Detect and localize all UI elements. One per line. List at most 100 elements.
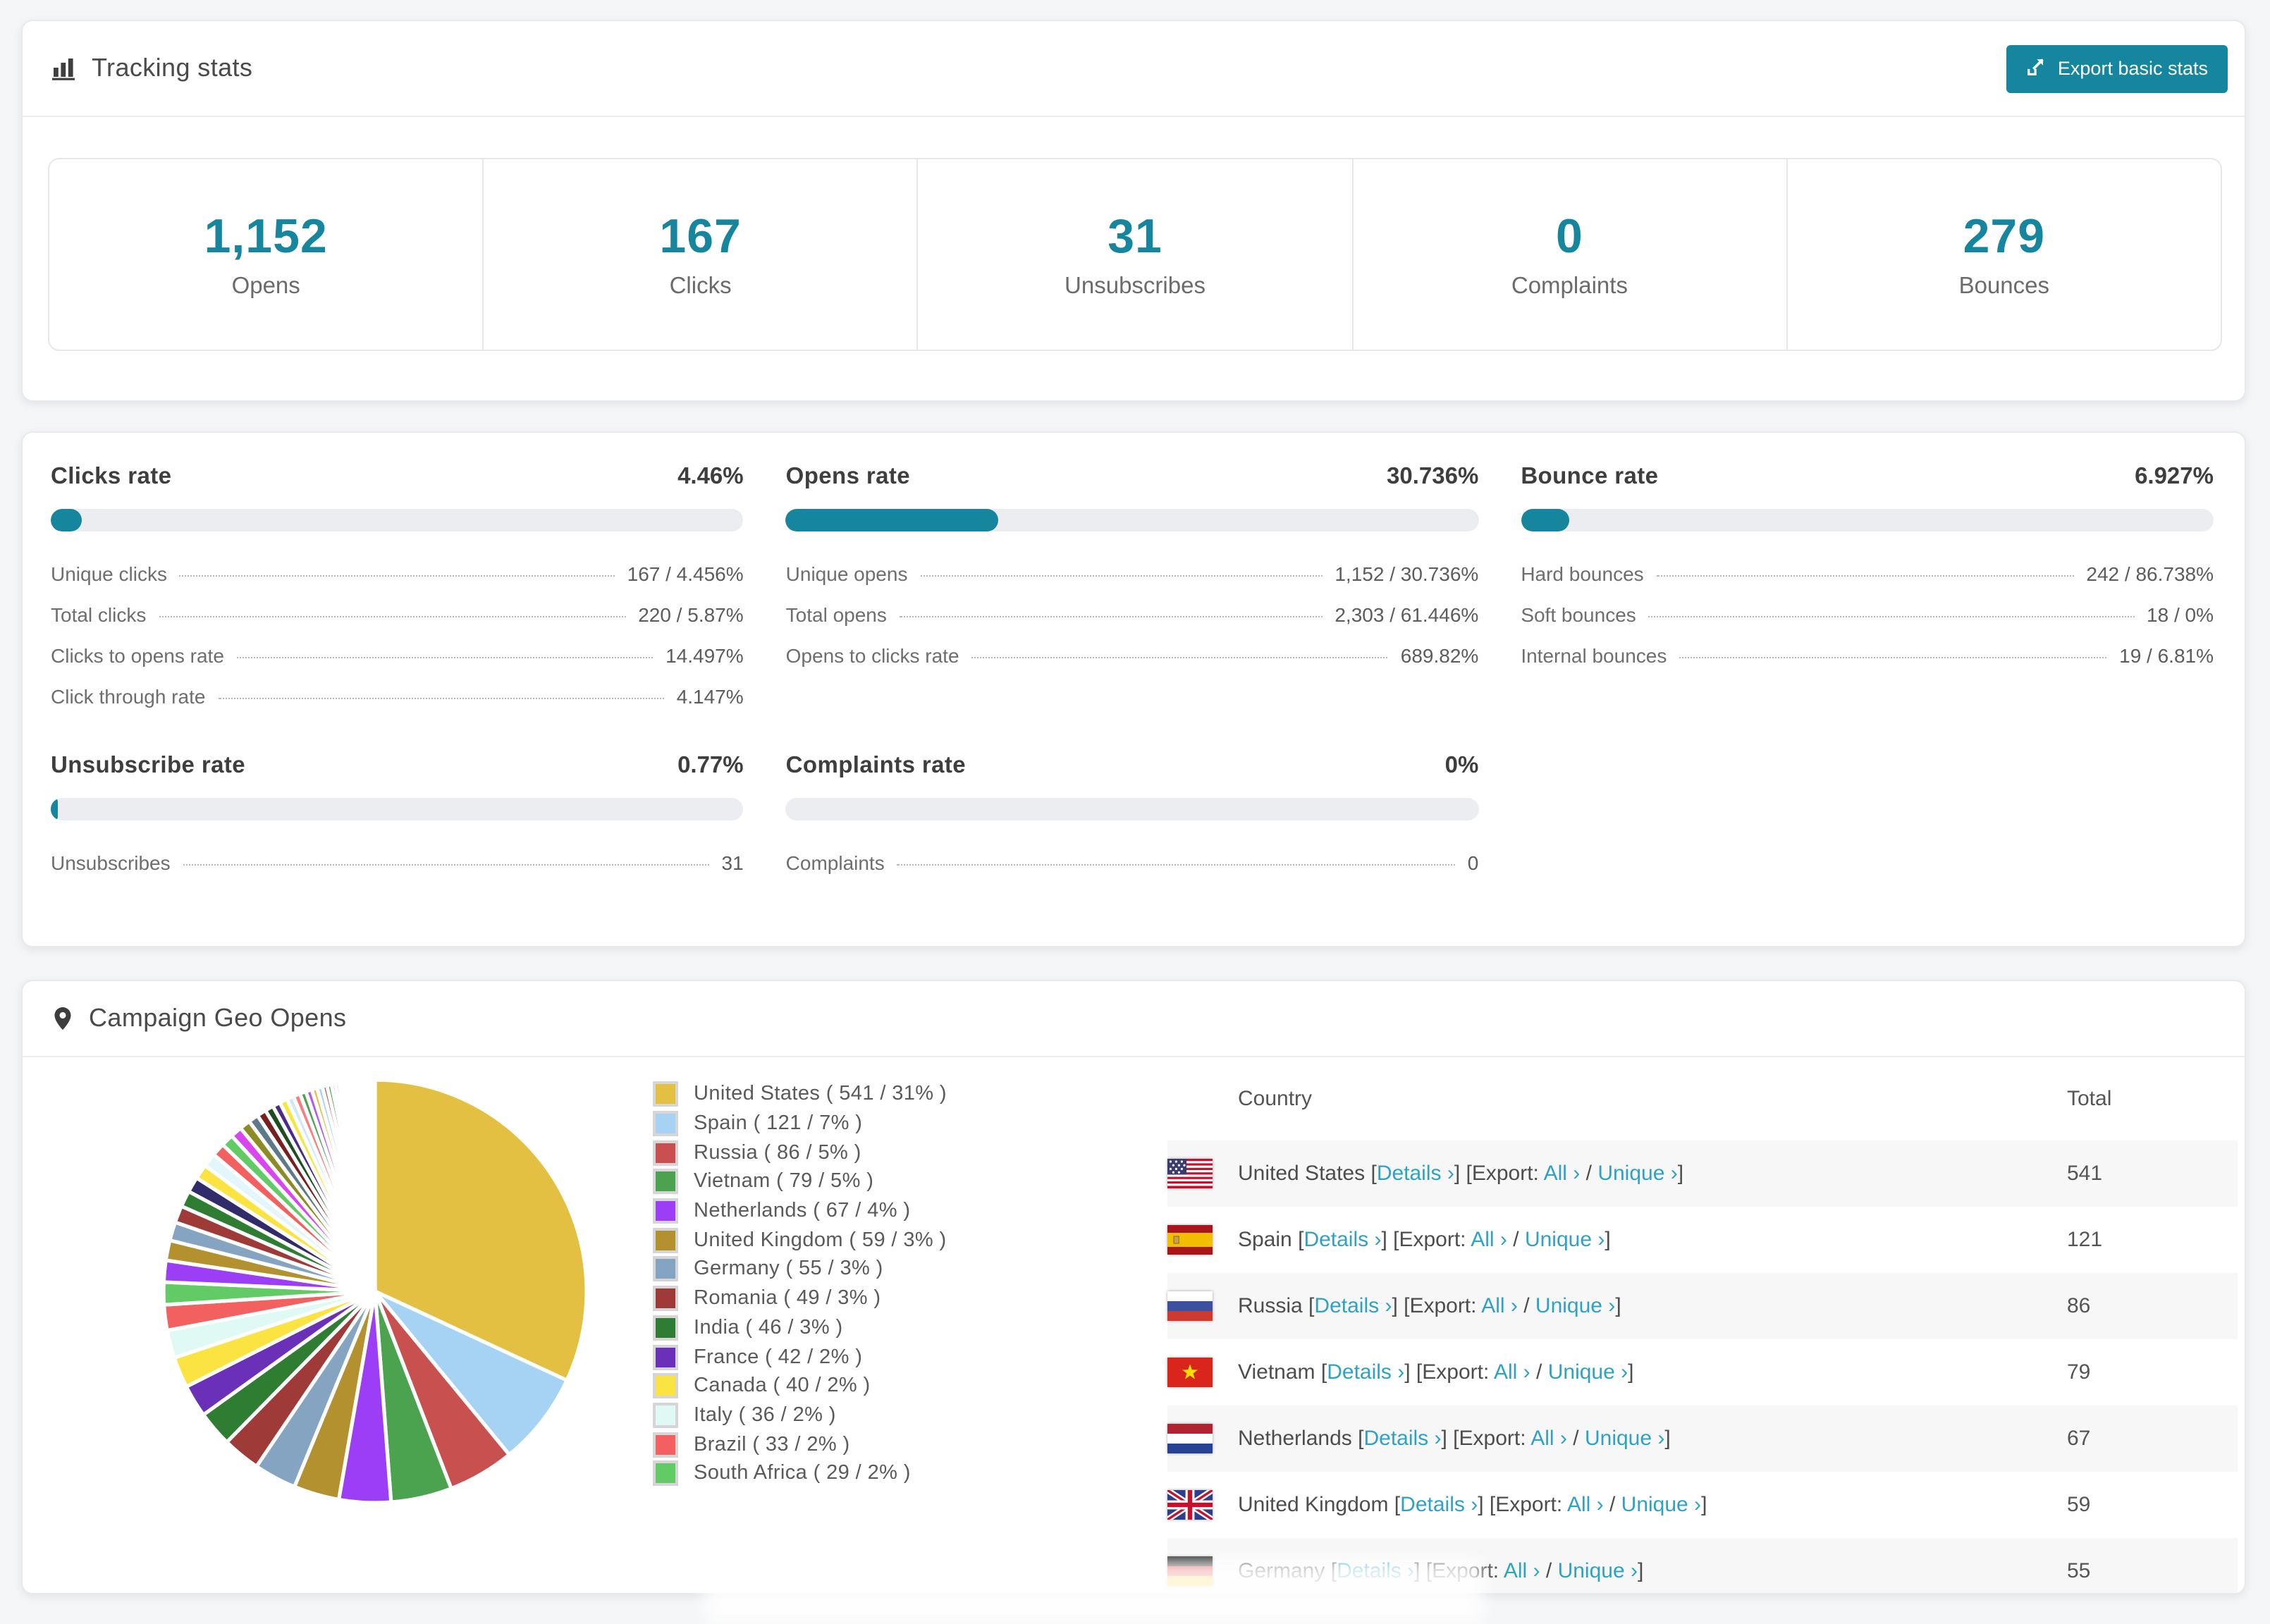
legend-label: Brazil ( 33 / 2% )	[694, 1433, 850, 1456]
details-link[interactable]: Details ›	[1303, 1228, 1382, 1252]
progress-bar	[785, 798, 1479, 820]
legend-label: Russia ( 86 / 5% )	[694, 1141, 861, 1164]
stat-row: Complaints 0	[786, 842, 1479, 882]
legend-label: United States ( 541 / 31% )	[694, 1083, 947, 1106]
export-unique-link[interactable]: Unique ›	[1535, 1294, 1616, 1318]
ru-flag-icon	[1167, 1291, 1213, 1321]
tracking-stats-header: Tracking stats Export basic stats	[23, 21, 2245, 117]
stat-row-value: 689.82%	[1400, 644, 1479, 666]
dotted-leader	[1656, 574, 2074, 576]
legend-label: Romania ( 49 / 3% )	[694, 1287, 881, 1310]
export-all-link[interactable]: All ›	[1530, 1427, 1567, 1451]
legend-swatch	[653, 1460, 678, 1487]
details-link[interactable]: Details ›	[1314, 1294, 1392, 1318]
table-row: Vietnam [Details ›] [Export: All › / Uni…	[1167, 1339, 2238, 1405]
legend-item: Romania ( 49 / 3% )	[653, 1284, 947, 1313]
legend-label: France ( 42 / 2% )	[694, 1346, 863, 1369]
pie-slice[interactable]	[373, 1289, 570, 1458]
rate-block: Unsubscribe rate 0.77% Unsubscribes 31	[51, 753, 744, 882]
details-link[interactable]: Details ›	[1376, 1162, 1454, 1186]
legend-item: India ( 46 / 3% )	[653, 1313, 947, 1342]
legend-swatch	[653, 1256, 678, 1282]
export-unique-link[interactable]: Unique ›	[1597, 1162, 1678, 1186]
stat-row-value: 31	[721, 851, 744, 873]
country-cell: Vietnam [Details ›] [Export: All › / Uni…	[1238, 1360, 1634, 1384]
tracking-stats-title: Tracking stats	[51, 54, 252, 83]
campaign-geo-opens-title: Campaign Geo Opens	[51, 1004, 346, 1033]
export-basic-stats-button[interactable]: Export basic stats	[2006, 44, 2228, 92]
legend-item: United Kingdom ( 59 / 3% )	[653, 1226, 947, 1255]
total-column-header: Total	[2067, 1086, 2112, 1110]
details-link[interactable]: Details ›	[1363, 1427, 1442, 1451]
export-unique-link[interactable]: Unique ›	[1621, 1493, 1702, 1517]
table-row: United Kingdom [Details ›] [Export: All …	[1167, 1472, 2238, 1538]
stat-value: 31	[1108, 209, 1162, 263]
stat-row: Unique clicks 167 / 4.456%	[51, 553, 744, 593]
rate-block: Clicks rate 4.46% Unique clicks 167 / 4.456…	[51, 464, 744, 716]
legend-swatch	[653, 1140, 678, 1166]
progress-bar-fill	[1521, 509, 1569, 531]
pie-legend: United States ( 541 / 31% ) Spain ( 121 /…	[653, 1080, 947, 1488]
export-all-link[interactable]: All ›	[1503, 1559, 1540, 1583]
export-unique-link[interactable]: Unique ›	[1584, 1427, 1665, 1451]
legend-swatch	[653, 1344, 678, 1370]
export-unique-link[interactable]: Unique ›	[1524, 1228, 1605, 1252]
campaign-geo-opens-title-text: Campaign Geo Opens	[89, 1004, 347, 1032]
export-all-link[interactable]: All ›	[1543, 1162, 1581, 1186]
stat-row: Opens to clicks rate 689.82%	[786, 634, 1479, 675]
rates-card: Clicks rate 4.46% Unique clicks 167 / 4.456…	[21, 431, 2246, 947]
stat-value: 1,152	[204, 209, 328, 263]
stat-row-label: Total clicks	[51, 603, 147, 625]
rate-value: 0.77%	[677, 753, 744, 778]
stat-label: Opens	[231, 273, 300, 298]
stat-value: 279	[1963, 209, 2046, 263]
dotted-leader	[1648, 615, 2135, 617]
pie-slice[interactable]	[373, 1078, 589, 1383]
total-cell: 541	[2067, 1162, 2103, 1186]
progress-bar-fill	[785, 509, 999, 531]
stat-value: 0	[1556, 209, 1583, 263]
rate-title: Unsubscribe rate	[51, 753, 245, 778]
dotted-leader	[1679, 656, 2107, 658]
total-cell: 59	[2067, 1493, 2091, 1517]
details-link[interactable]: Details ›	[1400, 1493, 1478, 1517]
stat-box: 167 Clicks	[484, 159, 919, 350]
geo-opens-pie-chart	[158, 1074, 592, 1508]
stat-row-label: Soft bounces	[1521, 603, 1636, 625]
export-all-link[interactable]: All ›	[1566, 1493, 1604, 1517]
stat-row: Internal bounces 19 / 6.81%	[1521, 634, 2214, 675]
stat-row-value: 19 / 6.81%	[2119, 644, 2214, 666]
stat-row-label: Unique opens	[785, 562, 908, 584]
legend-swatch	[653, 1402, 678, 1428]
total-cell: 79	[2067, 1360, 2091, 1384]
stat-row: Click through rate 4.147%	[51, 675, 744, 716]
table-row: Russia [Details ›] [Export: All › / Uniq…	[1167, 1273, 2238, 1339]
export-all-link[interactable]: All ›	[1494, 1360, 1530, 1384]
legend-swatch	[653, 1169, 678, 1195]
country-cell: Russia [Details ›] [Export: All › / Uniq…	[1238, 1294, 1621, 1318]
legend-item: Italy ( 36 / 2% )	[653, 1401, 947, 1429]
export-all-link[interactable]: All ›	[1481, 1294, 1518, 1318]
legend-item: South Africa ( 29 / 2% )	[653, 1459, 947, 1488]
legend-label: Spain ( 121 / 7% )	[694, 1112, 863, 1136]
progress-bar-fill	[51, 798, 58, 820]
stat-row-label: Opens to clicks rate	[785, 644, 959, 666]
stat-box: 0 Complaints	[1353, 159, 1788, 350]
export-unique-link[interactable]: Unique ›	[1547, 1360, 1628, 1384]
dotted-leader	[236, 656, 654, 658]
dotted-leader	[899, 615, 1323, 617]
pie-slice[interactable]	[372, 1078, 377, 1292]
total-cell: 67	[2067, 1427, 2091, 1451]
legend-item: Canada ( 40 / 2% )	[653, 1372, 947, 1401]
stat-row-value: 4.147%	[676, 684, 744, 707]
export-all-link[interactable]: All ›	[1471, 1228, 1507, 1252]
progress-bar	[51, 509, 744, 531]
rate-grid: Clicks rate 4.46% Unique clicks 167 / 4.456…	[23, 433, 2245, 882]
legend-swatch	[653, 1286, 678, 1312]
rate-block: Complaints rate 0% Complaints 0	[785, 753, 1479, 882]
details-link[interactable]: Details ›	[1327, 1360, 1405, 1384]
legend-swatch	[653, 1081, 678, 1107]
gb-flag-icon	[1167, 1490, 1213, 1520]
export-unique-link[interactable]: Unique ›	[1557, 1559, 1638, 1583]
